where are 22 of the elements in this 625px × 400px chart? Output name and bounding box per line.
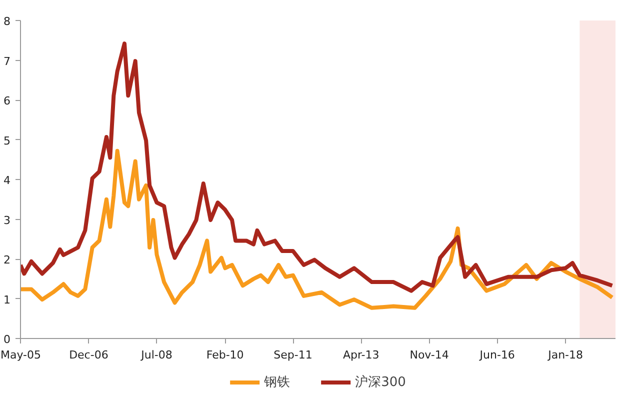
y-tick-label: 1: [4, 293, 10, 306]
x-tick-label: Apr-13: [342, 348, 380, 362]
x-tick-label: May-05: [0, 348, 42, 362]
x-tick-label: Jun-16: [478, 348, 515, 362]
line-series: [20, 42, 614, 293]
x-tick-label: Sep-11: [274, 348, 312, 362]
y-tick-label: 8: [4, 15, 10, 28]
y-tick-label: 7: [4, 54, 10, 68]
y-tick-label: 5: [4, 134, 10, 148]
legend-label: 钢铁: [264, 374, 290, 391]
y-tick-label: 6: [4, 94, 10, 108]
line-series: [20, 148, 614, 310]
x-tick-label: Dec-06: [69, 348, 108, 362]
y-tick-label: 4: [4, 174, 10, 187]
x-tick-label: Jan-18: [547, 348, 584, 362]
y-tick-label: 0: [4, 333, 10, 346]
x-tick-label: Jul-08: [140, 348, 172, 362]
y-tick-label: 3: [4, 214, 10, 227]
legend-label: 沪深300: [355, 374, 406, 391]
y-tick-label: 2: [4, 254, 10, 266]
x-tick-label: Feb-10: [206, 348, 244, 362]
x-tick-label: Nov-14: [410, 348, 449, 362]
